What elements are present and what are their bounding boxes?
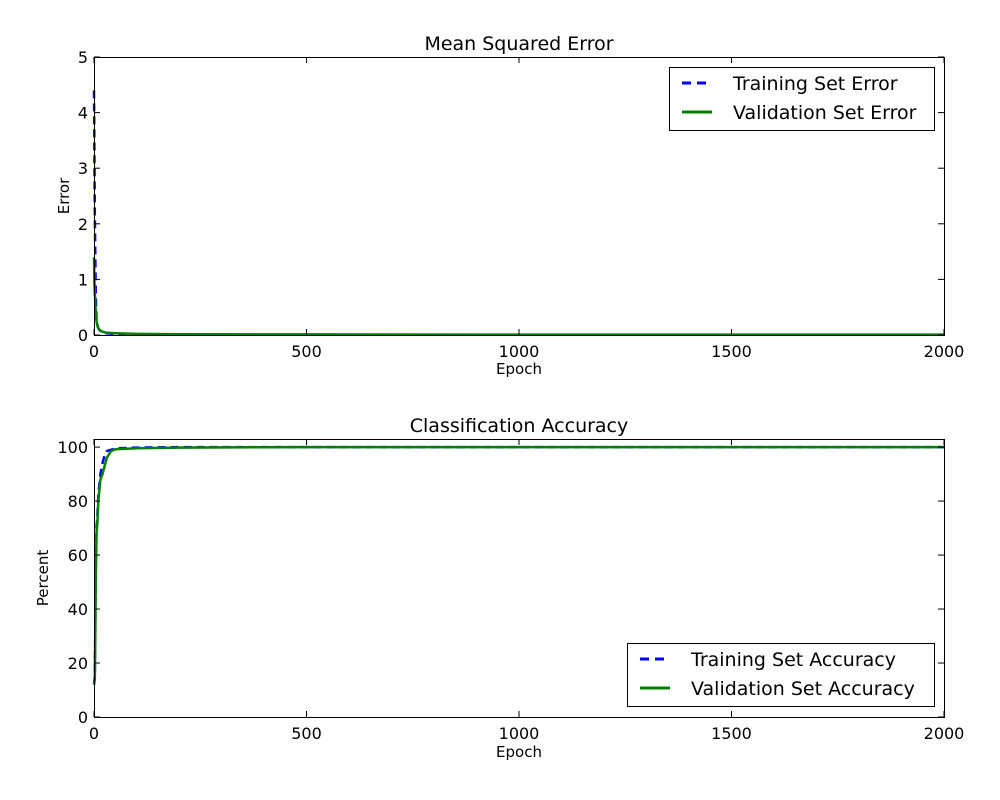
legend-box <box>627 643 935 707</box>
x-axis-label: Epoch <box>496 360 542 378</box>
legend: Training Set Accuracy Validation Set Acc… <box>627 643 935 707</box>
y-tick-label: 0 <box>78 326 88 345</box>
x-tick-label: 1500 <box>711 724 752 743</box>
y-axis-label: Percent <box>34 550 52 607</box>
y-axis-label: Error <box>55 177 73 214</box>
legend-entry-validation: Validation Set Accuracy <box>691 678 915 700</box>
chart-title: Classification Accuracy <box>410 415 629 437</box>
y-tick-label: 40 <box>68 600 88 619</box>
y-tick-label: 100 <box>57 438 88 457</box>
series-line-validation <box>92 445 944 685</box>
y-tick-label: 20 <box>68 654 88 673</box>
plot-frame <box>94 439 945 718</box>
x-tick-label: 0 <box>89 724 99 743</box>
legend-entry-training: Training Set Error <box>732 73 898 95</box>
y-tick-label: 5 <box>78 48 88 67</box>
legend: Training Set Error Validation Set Error <box>669 67 935 131</box>
legend-box <box>669 67 935 131</box>
chart-mse: Mean Squared Error Epoch Error 0 500 1000 1… <box>55 33 964 378</box>
x-tick-label: 500 <box>291 724 322 743</box>
x-tick-label: 1000 <box>499 724 540 743</box>
plot-frame <box>94 57 945 336</box>
x-tick-label: 1000 <box>499 342 540 361</box>
plot-series <box>92 445 944 685</box>
x-tick-label: 2000 <box>924 342 965 361</box>
chart-accuracy: Classification Accuracy Epoch Percent 0 5… <box>34 415 964 761</box>
x-tick-label: 1500 <box>711 342 752 361</box>
x-tick-label: 2000 <box>924 724 965 743</box>
y-tick-label: 60 <box>68 546 88 565</box>
chart-title: Mean Squared Error <box>424 33 613 55</box>
y-tick-label: 2 <box>78 215 88 234</box>
y-tick-label: 0 <box>78 708 88 727</box>
x-tick-label: 0 <box>89 342 99 361</box>
legend-entry-validation: Validation Set Error <box>733 102 917 124</box>
y-tick-label: 3 <box>78 159 88 178</box>
y-tick-label: 1 <box>78 270 88 289</box>
ticks: 0 500 1000 1500 2000 0 20 40 60 80 100 <box>57 438 964 743</box>
x-tick-label: 500 <box>291 342 322 361</box>
ticks: 0 500 1000 1500 2000 0 1 2 3 4 5 <box>78 48 965 361</box>
legend-entry-training: Training Set Accuracy <box>690 649 896 671</box>
y-tick-label: 4 <box>78 104 88 123</box>
x-axis-label: Epoch <box>496 743 542 761</box>
y-tick-label: 80 <box>68 492 88 511</box>
